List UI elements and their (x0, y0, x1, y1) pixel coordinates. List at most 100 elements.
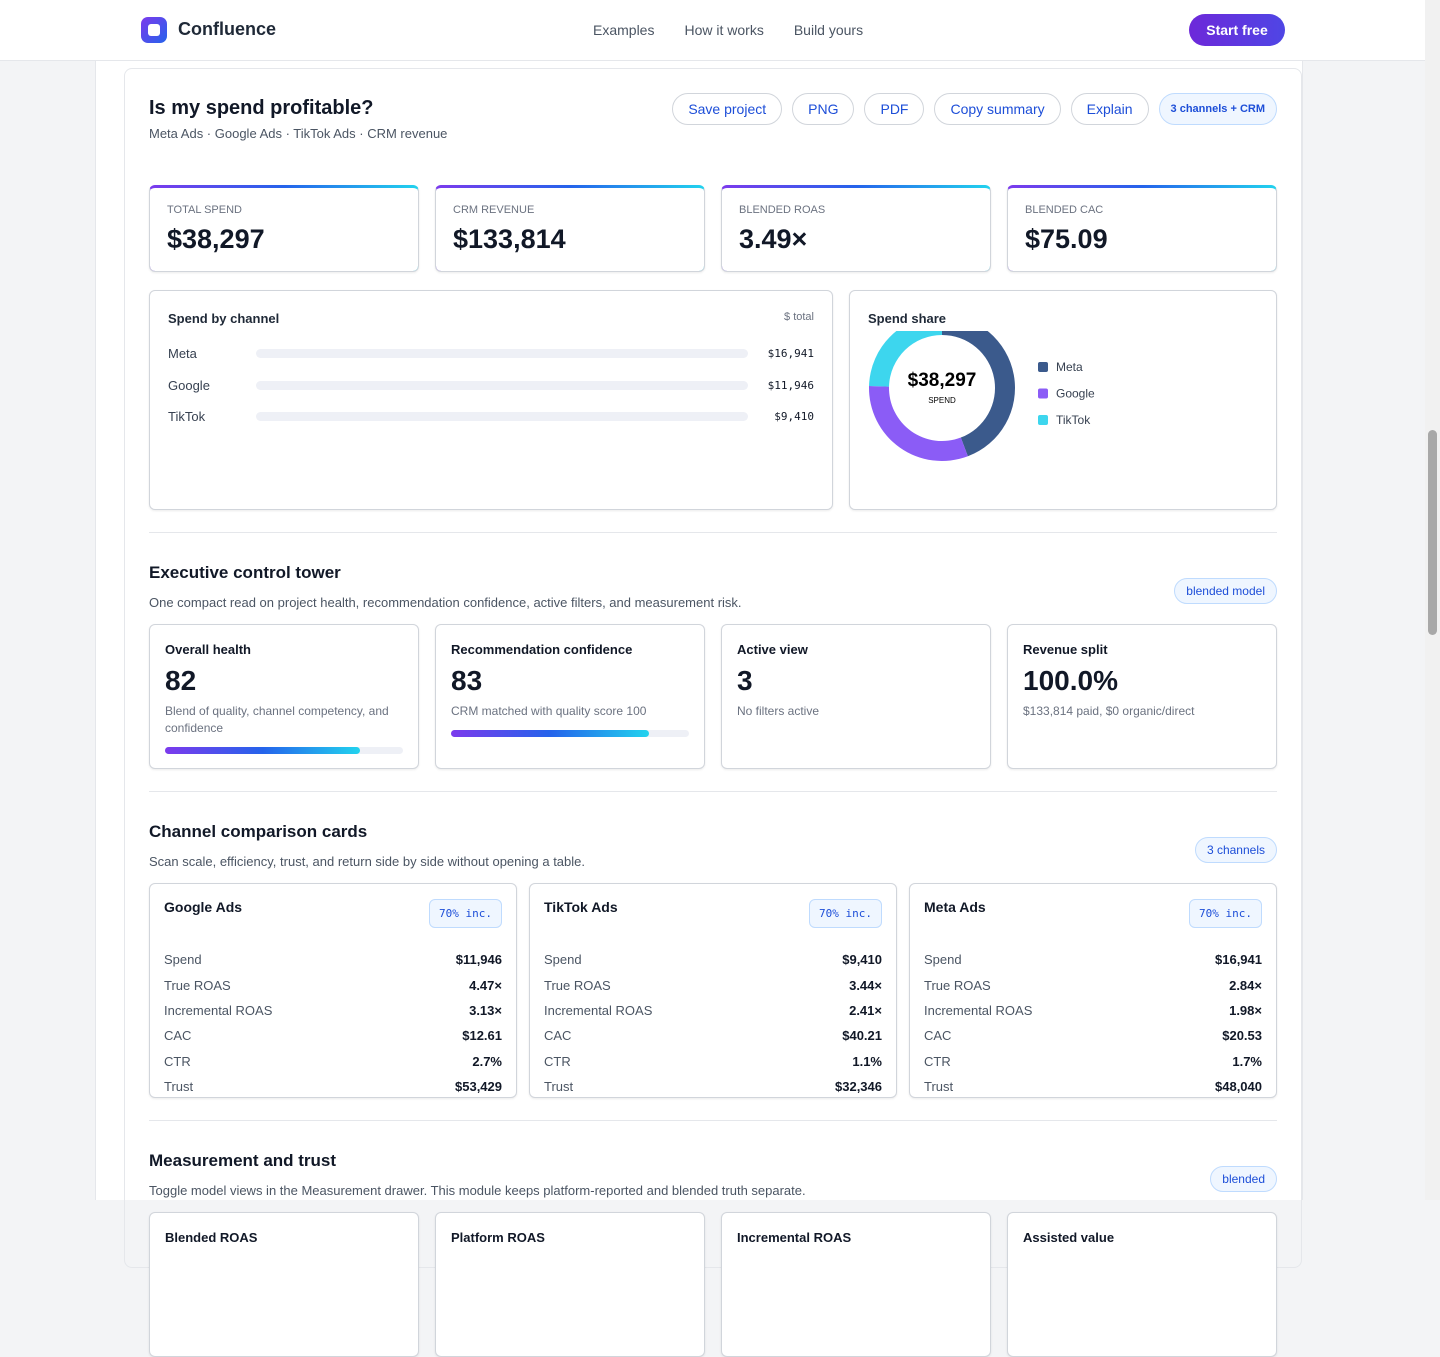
metric-row: CAC $12.61 (164, 1023, 502, 1048)
metric-label: Trust (544, 1079, 574, 1095)
metric-value: $16,941 (1215, 952, 1262, 968)
card-title: Active view (737, 642, 808, 657)
section-description: Scan scale, efficiency, trust, and retur… (149, 854, 585, 869)
section-badge: blended (1210, 1166, 1277, 1192)
channel-label: TikTok (168, 409, 206, 425)
share-panel: Spend share Meta Google TikTok $38,297 SPEND (849, 290, 1277, 510)
report-title: Is my spend profitable? (149, 97, 374, 119)
card-note: No filters active (737, 704, 820, 718)
card-value: 100.0% (1023, 665, 1118, 696)
nav-link[interactable]: Examples (593, 22, 655, 38)
bar-value: $16,941 (767, 347, 814, 361)
metric-row: Trust $32,346 (544, 1074, 882, 1099)
action-button[interactable]: Copy summary (934, 93, 1061, 125)
legend-swatch (1038, 388, 1048, 399)
card-title: Blended ROAS (165, 1230, 258, 1245)
kpi-label: CRM REVENUE (453, 204, 535, 216)
metric-label: CAC (924, 1028, 952, 1044)
metric-value: 2.7% (472, 1053, 502, 1069)
divider (149, 1120, 1277, 1121)
card-note: $133,814 paid, $0 organic/direct (1023, 704, 1195, 718)
channel-card-header: Google Ads 70% inc. (164, 899, 502, 947)
donut-total: $38,297 (908, 370, 977, 391)
kpi-label: BLENDED CAC (1025, 204, 1104, 216)
divider (149, 791, 1277, 792)
section-badge: 3 channels (1194, 837, 1277, 863)
channel-card: Meta Ads 70% inc. Spend $16,941 True ROAS 2.8… (909, 883, 1277, 1098)
channel-name: Google Ads (164, 899, 243, 915)
metric-row: True ROAS 4.47× (164, 972, 502, 997)
card-title: Revenue split (1023, 642, 1108, 657)
metric-row: CAC $20.53 (924, 1023, 1262, 1048)
progress-track (165, 747, 403, 754)
logo[interactable] (141, 17, 167, 43)
metric-label: Incremental ROAS (164, 1002, 273, 1018)
metric-value: 1.98× (1229, 1002, 1262, 1018)
metric-label: Incremental ROAS (924, 1002, 1033, 1018)
metric-value: $53,429 (455, 1079, 502, 1095)
metric-label: Trust (164, 1079, 194, 1095)
header-badge: 3 channels + CRM (1158, 93, 1277, 125)
metric-label: Trust (924, 1079, 954, 1095)
card-value: 82 (165, 665, 197, 696)
legend-label: Google (1056, 387, 1095, 401)
action-button[interactable]: PDF (864, 93, 925, 125)
card-title: Assisted value (1023, 1230, 1115, 1245)
metric-row: Incremental ROAS 2.41× (544, 998, 882, 1023)
scrollbar[interactable] (1425, 0, 1440, 1200)
metric-row: Incremental ROAS 3.13× (164, 998, 502, 1023)
cta-button[interactable]: Start free (1189, 14, 1285, 46)
metric-value: 2.84× (1229, 977, 1262, 993)
metric-label: CTR (924, 1053, 951, 1069)
metric-label: True ROAS (544, 977, 611, 993)
actions: Save project PNG PDF Copy summary Explain 3 c… (672, 93, 1277, 125)
nav-link[interactable]: How it works (684, 22, 764, 38)
nav-link[interactable]: Build yours (793, 22, 864, 38)
metric-value: 1.1% (852, 1053, 882, 1069)
section-badge: blended model (1174, 578, 1277, 604)
section-header: Executive control tower One compact read … (149, 558, 1277, 610)
charts-row: Spend by channel $ total Meta $16,941 Goog… (149, 290, 1277, 510)
panel-title: Spend by channel (168, 311, 280, 326)
bar-row: Google $11,946 (168, 370, 814, 402)
card-title: Platform ROAS (451, 1230, 545, 1245)
metric-label: Incremental ROAS (544, 1002, 653, 1018)
metric-label: Spend (924, 952, 962, 968)
report-card: Is my spend profitable? Meta Ads · Googl… (124, 68, 1302, 1357)
brand[interactable]: Confluence (178, 19, 277, 39)
progress-fill (451, 730, 649, 737)
scroll-thumb[interactable] (1428, 430, 1437, 635)
action-button[interactable]: Save project (672, 93, 783, 125)
donut-chart: Meta Google TikTok $38,297 SPEND (869, 331, 1095, 461)
measure-card: Assisted value (1007, 1212, 1277, 1357)
section-text: Executive control tower One compact read … (149, 563, 742, 610)
metric-value: $40.21 (842, 1028, 882, 1044)
section-description: One compact read on project health, reco… (149, 595, 742, 610)
channel-label: Google (168, 377, 210, 393)
kpi-card: CRM REVENUE $133,814 (435, 185, 705, 272)
panel-title: Spend share (868, 311, 947, 326)
card-row: Overall health 82 Blend of quality, channe… (149, 624, 1277, 769)
report-header: Is my spend profitable? Meta Ads · Googl… (149, 93, 1277, 165)
metric-label: CTR (164, 1053, 191, 1069)
action-button[interactable]: Explain (1070, 93, 1149, 125)
metric-value: $12.61 (462, 1028, 502, 1044)
action-button[interactable]: PNG (792, 93, 855, 125)
card-value: 3 (737, 665, 753, 696)
spend-panel: Spend by channel $ total Meta $16,941 Goog… (149, 290, 833, 510)
measure-card: Platform ROAS (435, 1212, 705, 1357)
measure-card: Blended ROAS (149, 1212, 419, 1357)
metric-value: $11,946 (455, 952, 502, 968)
metric-row: CTR 1.7% (924, 1049, 1262, 1074)
bar-value: $11,946 (767, 378, 814, 392)
legend-swatch (1038, 415, 1048, 425)
metric-value: $32,346 (835, 1079, 882, 1095)
metric-row: Trust $48,040 (924, 1074, 1262, 1099)
unit-label: $ total (784, 311, 814, 323)
metric-value: $48,040 (1215, 1079, 1262, 1095)
metric-label: True ROAS (164, 977, 231, 993)
metric-row: Spend $16,941 (924, 947, 1262, 972)
metric-row: CTR 1.1% (544, 1049, 882, 1074)
metric-label: CAC (164, 1028, 192, 1044)
